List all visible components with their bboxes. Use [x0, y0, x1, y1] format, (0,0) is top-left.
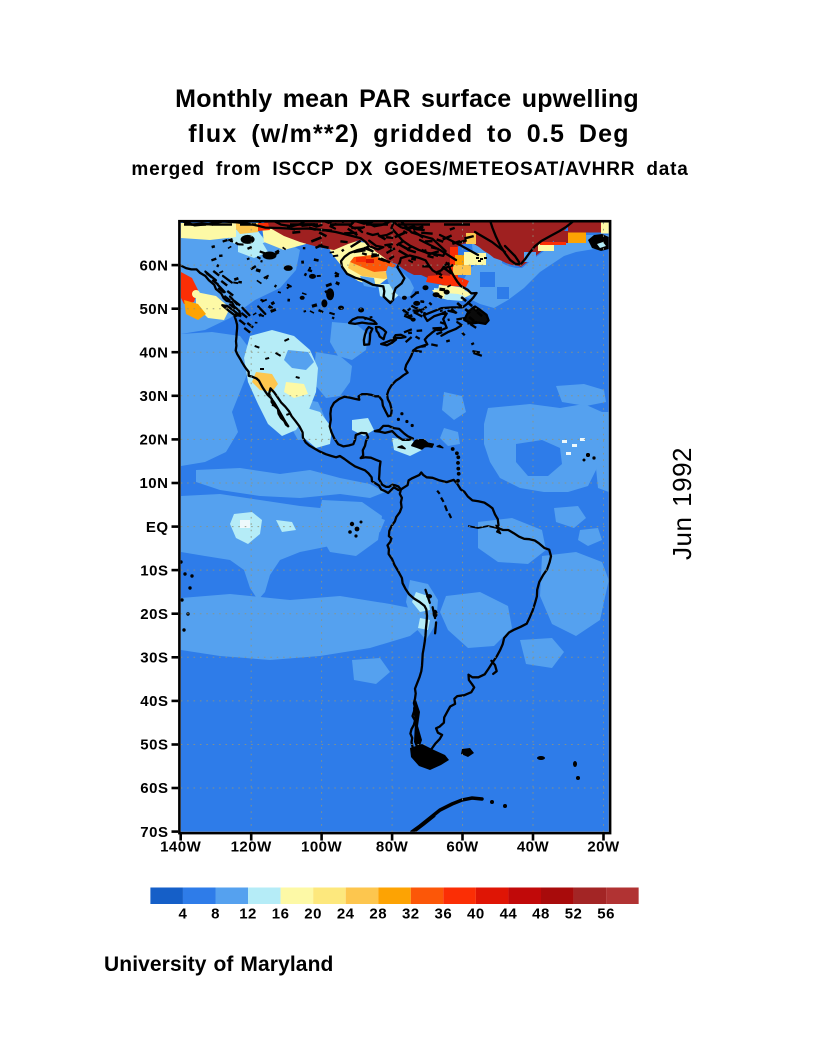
svg-text:40N: 40N	[139, 344, 168, 361]
svg-text:20S: 20S	[140, 606, 168, 623]
svg-text:44: 44	[500, 906, 518, 923]
svg-text:60N: 60N	[139, 257, 168, 274]
svg-text:48: 48	[532, 906, 550, 923]
svg-text:52: 52	[565, 906, 583, 923]
svg-text:flux (w/m**2) gridded to 0.5 D: flux (w/m**2) gridded to 0.5 Deg	[188, 120, 629, 148]
svg-text:Jun 1992: Jun 1992	[667, 447, 697, 560]
svg-text:8: 8	[211, 906, 220, 923]
svg-text:20N: 20N	[139, 432, 168, 449]
svg-text:Monthly mean PAR surface upwel: Monthly mean PAR surface upwelling	[175, 85, 639, 113]
svg-text:10N: 10N	[139, 475, 168, 492]
svg-text:20: 20	[304, 906, 322, 923]
svg-text:40W: 40W	[517, 839, 550, 856]
svg-text:4: 4	[179, 906, 188, 923]
svg-text:100W: 100W	[301, 839, 343, 856]
svg-text:30N: 30N	[139, 388, 168, 405]
svg-text:20W: 20W	[587, 839, 620, 856]
svg-text:University of Maryland: University of Maryland	[104, 953, 333, 976]
svg-text:EQ: EQ	[146, 519, 169, 536]
svg-text:36: 36	[435, 906, 453, 923]
svg-text:50N: 50N	[139, 301, 168, 318]
svg-text:56: 56	[597, 906, 615, 923]
svg-text:70S: 70S	[140, 824, 168, 841]
svg-text:140W: 140W	[160, 839, 202, 856]
svg-text:60W: 60W	[446, 839, 479, 856]
svg-text:merged from ISCCP DX GOES/METE: merged from ISCCP DX GOES/METEOSAT/AVHRR…	[131, 159, 688, 180]
svg-text:60S: 60S	[140, 780, 168, 797]
svg-text:120W: 120W	[231, 839, 273, 856]
svg-text:28: 28	[369, 906, 387, 923]
svg-text:10S: 10S	[140, 562, 168, 579]
svg-text:40: 40	[467, 906, 485, 923]
svg-text:80W: 80W	[376, 839, 409, 856]
svg-text:16: 16	[272, 906, 290, 923]
svg-text:24: 24	[337, 906, 355, 923]
svg-text:30S: 30S	[140, 650, 168, 667]
svg-text:50S: 50S	[140, 737, 168, 754]
svg-text:32: 32	[402, 906, 420, 923]
svg-text:40S: 40S	[140, 693, 168, 710]
svg-text:12: 12	[239, 906, 257, 923]
